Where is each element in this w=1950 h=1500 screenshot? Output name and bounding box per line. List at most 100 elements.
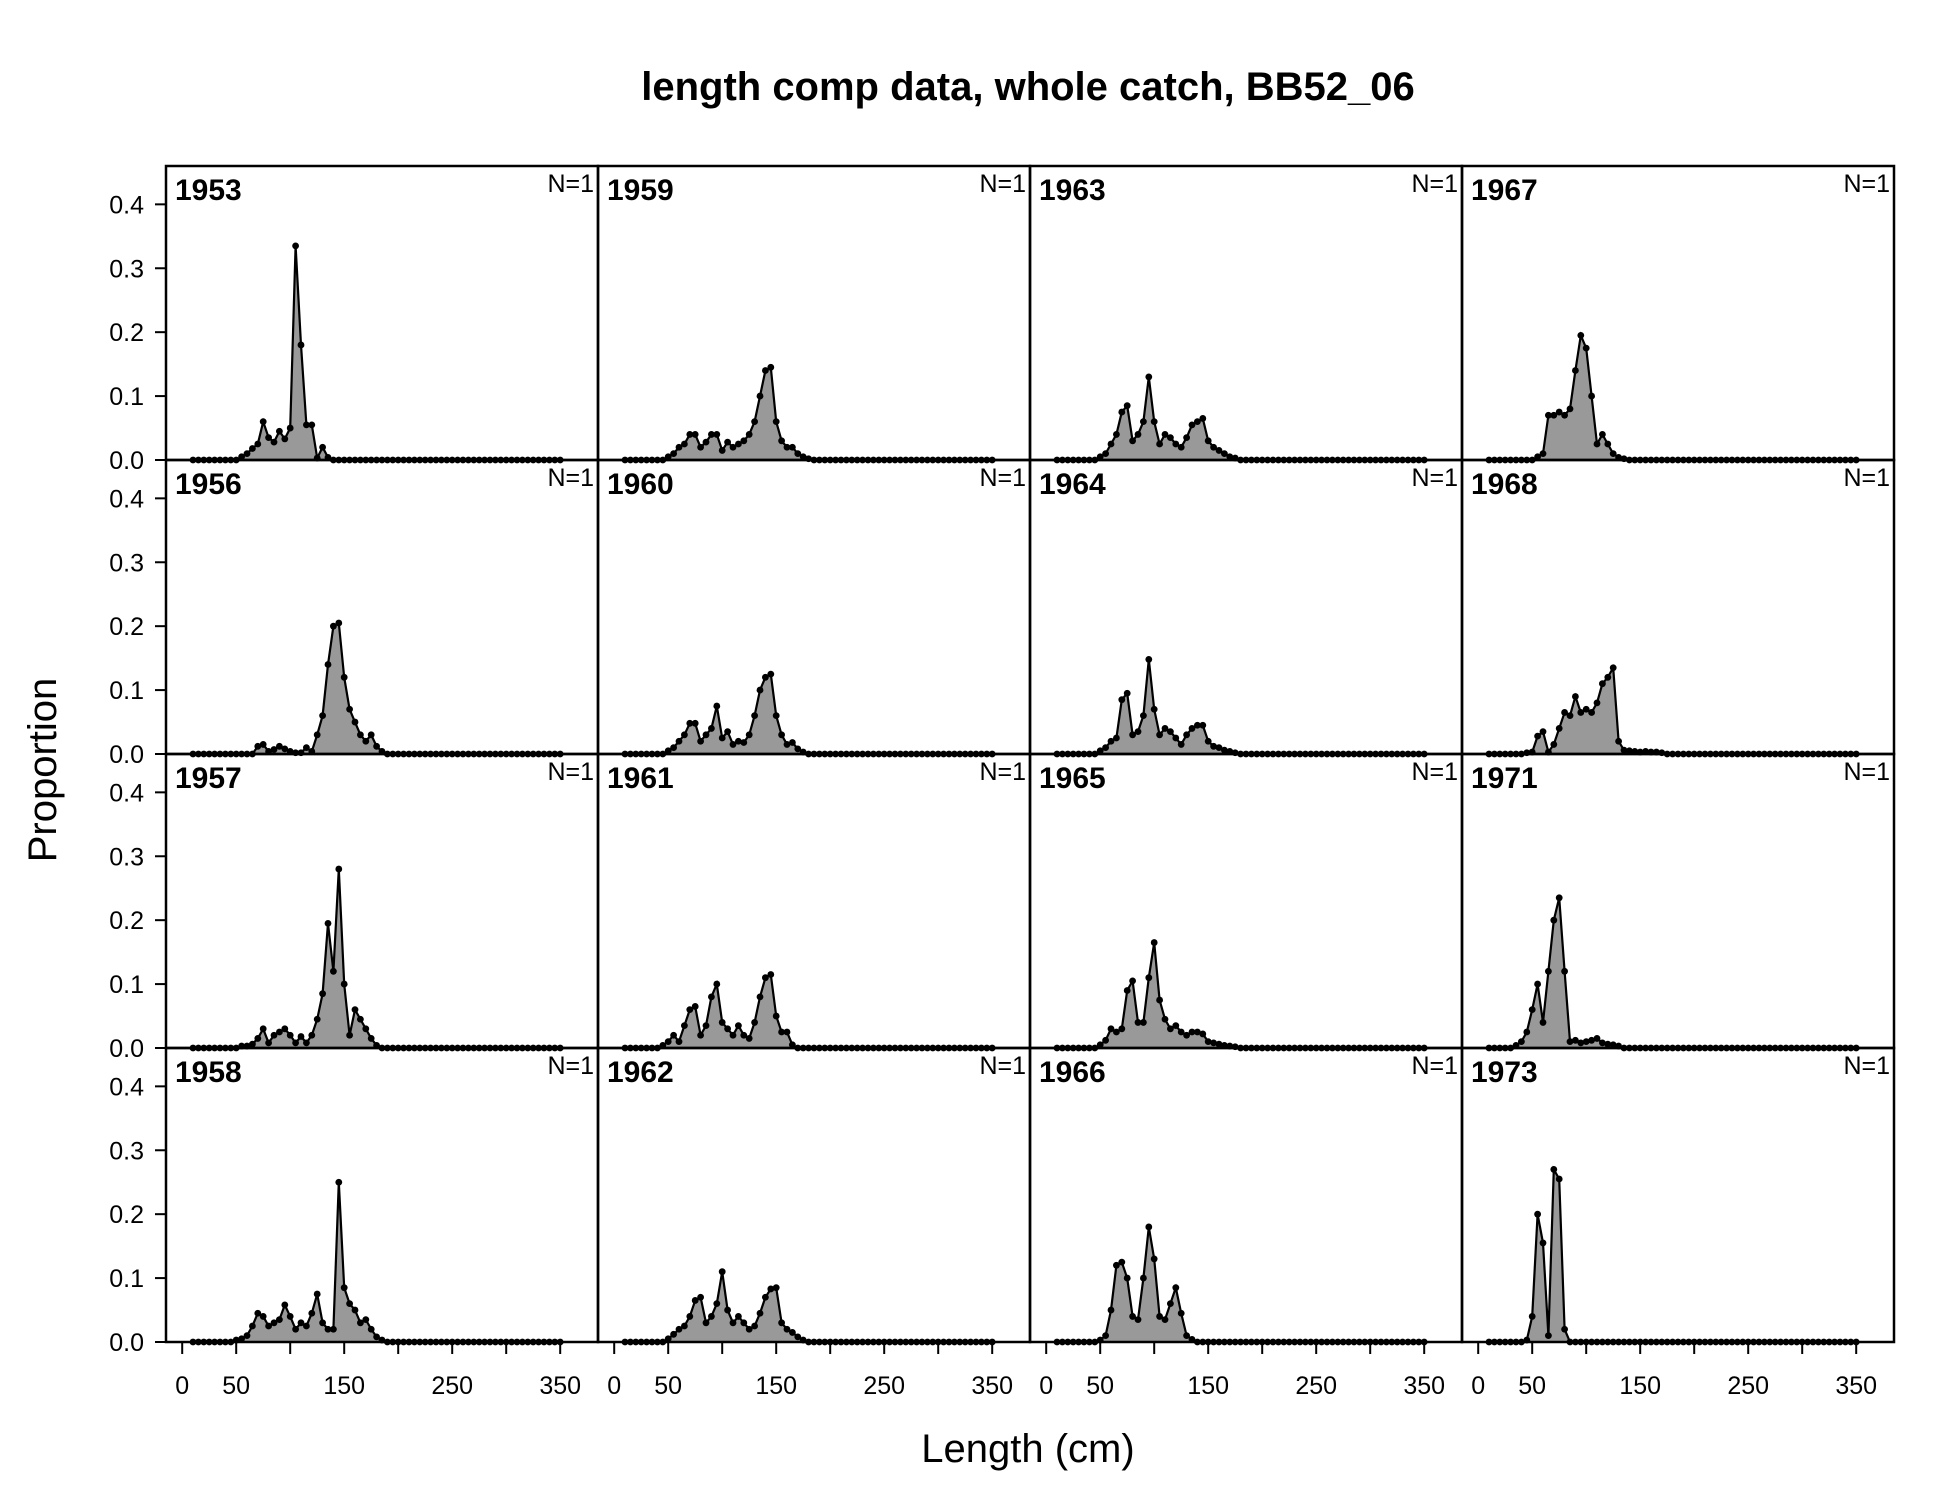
point-1968-115 bbox=[1599, 680, 1606, 688]
panel-n-label: N=1 bbox=[547, 758, 594, 786]
x-tick-label: 250 bbox=[863, 1372, 905, 1400]
point-1962-165 bbox=[789, 1329, 796, 1336]
point-1959-125 bbox=[745, 431, 753, 438]
point-1959-165 bbox=[789, 443, 796, 451]
point-1962-75 bbox=[691, 1297, 699, 1304]
area-1961 bbox=[625, 974, 993, 1048]
point-1968-105 bbox=[1588, 709, 1595, 716]
panel-year-label: 1973 bbox=[1471, 1056, 1538, 1089]
point-1964-125 bbox=[1177, 741, 1185, 748]
point-1958-90 bbox=[276, 1316, 283, 1324]
point-1957-170 bbox=[362, 1025, 370, 1033]
point-1959-175 bbox=[799, 453, 807, 461]
panel-year-label: 1966 bbox=[1039, 1056, 1106, 1089]
x-tick-label: 350 bbox=[1835, 1372, 1877, 1400]
panel-n-label: N=1 bbox=[1843, 464, 1890, 492]
panel-year-label: 1953 bbox=[175, 174, 242, 207]
point-1965-75 bbox=[1123, 987, 1131, 994]
panel-1962: 1962 N=1 0 50 150 250 350 bbox=[596, 1046, 1032, 1400]
point-1959-100 bbox=[718, 447, 726, 454]
point-1962-125 bbox=[745, 1325, 753, 1333]
point-1957-150 bbox=[340, 980, 348, 988]
panel-frame bbox=[1460, 458, 1896, 756]
panel-n-label: N=1 bbox=[1411, 464, 1458, 492]
point-1962-80 bbox=[697, 1293, 704, 1301]
point-1963-95 bbox=[1145, 373, 1153, 381]
point-1959-145 bbox=[767, 363, 775, 371]
point-1956-85 bbox=[270, 746, 278, 753]
point-1958-120 bbox=[308, 1309, 316, 1317]
panel-1953: 1953 N=1 0.0 0.1 0.2 0.3 0.4 bbox=[109, 164, 600, 475]
point-1957-105 bbox=[292, 1039, 299, 1047]
point-1953-85 bbox=[270, 438, 278, 446]
y-tick-label: 0.4 bbox=[109, 191, 144, 219]
point-1959-170 bbox=[794, 450, 802, 458]
point-1973-70 bbox=[1550, 1166, 1558, 1173]
point-1953-70 bbox=[254, 440, 262, 448]
point-1968-60 bbox=[1539, 728, 1547, 736]
x-tick-label: 0 bbox=[175, 1372, 189, 1400]
point-1957-110 bbox=[297, 1033, 305, 1040]
point-1956-135 bbox=[324, 661, 332, 668]
point-1961-120 bbox=[740, 1031, 748, 1039]
point-1957-120 bbox=[308, 1031, 316, 1039]
point-1966-90 bbox=[1140, 1274, 1147, 1282]
point-1967-80 bbox=[1561, 411, 1568, 419]
point-1968-100 bbox=[1582, 705, 1590, 713]
point-1962-70 bbox=[686, 1313, 694, 1320]
point-1967-70 bbox=[1550, 411, 1558, 419]
area-1957 bbox=[193, 869, 561, 1048]
point-1959-140 bbox=[762, 367, 769, 374]
panel-1958: 1958 N=1 0.0 0.1 0.2 0.3 0.4 0 50 150 250 350 bbox=[109, 1046, 600, 1400]
point-1973-60 bbox=[1539, 1239, 1547, 1247]
panel-1960: 1960 N=1 bbox=[596, 458, 1032, 758]
point-1963-105 bbox=[1156, 440, 1163, 448]
point-1958-80 bbox=[265, 1322, 272, 1330]
point-1961-100 bbox=[718, 1019, 726, 1026]
panel-year-label: 1956 bbox=[175, 468, 242, 501]
panel-grid: 1953 N=1 0.0 0.1 0.2 0.3 0.4 1956 N=1 0.0 0.1 0.2 0.… bbox=[109, 164, 1896, 1400]
point-1959-150 bbox=[772, 418, 780, 426]
point-1964-135 bbox=[1188, 725, 1196, 732]
point-1959-90 bbox=[708, 431, 715, 438]
point-1965-85 bbox=[1134, 1019, 1142, 1026]
point-1959-160 bbox=[783, 443, 791, 451]
point-1961-150 bbox=[772, 1012, 780, 1020]
panel-frame bbox=[164, 458, 600, 756]
point-1958-155 bbox=[346, 1300, 353, 1308]
panel-frame bbox=[164, 1046, 600, 1344]
point-1967-95 bbox=[1577, 331, 1585, 339]
point-1959-50 bbox=[664, 453, 672, 461]
y-tick-label: 0.2 bbox=[109, 1201, 144, 1229]
point-1967-90 bbox=[1572, 367, 1579, 374]
area-1964 bbox=[1057, 659, 1425, 754]
point-1971-80 bbox=[1561, 967, 1568, 975]
area-1963 bbox=[1057, 376, 1425, 460]
point-1961-130 bbox=[751, 1019, 758, 1026]
line-1958 bbox=[193, 1182, 561, 1344]
point-1958-160 bbox=[351, 1306, 359, 1314]
point-1962-150 bbox=[772, 1284, 780, 1292]
point-1963-60 bbox=[1107, 440, 1115, 448]
point-1964-110 bbox=[1161, 725, 1169, 732]
panel-1957: 1957 N=1 0.0 0.1 0.2 0.3 0.4 bbox=[109, 752, 600, 1063]
point-1959-65 bbox=[681, 440, 688, 448]
point-1959-115 bbox=[735, 440, 742, 448]
point-1965-55 bbox=[1102, 1036, 1109, 1044]
point-1958-145 bbox=[335, 1178, 343, 1186]
point-1971-120 bbox=[1604, 1040, 1612, 1048]
point-1961-145 bbox=[767, 971, 775, 978]
x-tick-label: 150 bbox=[323, 1372, 365, 1400]
point-1964-150 bbox=[1204, 737, 1212, 745]
point-1967-120 bbox=[1604, 440, 1612, 448]
panel-n-label: N=1 bbox=[979, 758, 1026, 786]
point-1964-80 bbox=[1129, 731, 1136, 739]
point-1960-145 bbox=[767, 670, 775, 678]
point-1961-135 bbox=[756, 993, 764, 1001]
point-1957-100 bbox=[286, 1031, 294, 1039]
point-1959-155 bbox=[778, 437, 785, 445]
point-1963-135 bbox=[1188, 421, 1196, 429]
point-1964-165 bbox=[1221, 746, 1228, 754]
point-1964-115 bbox=[1167, 728, 1174, 736]
area-1953 bbox=[193, 245, 561, 460]
